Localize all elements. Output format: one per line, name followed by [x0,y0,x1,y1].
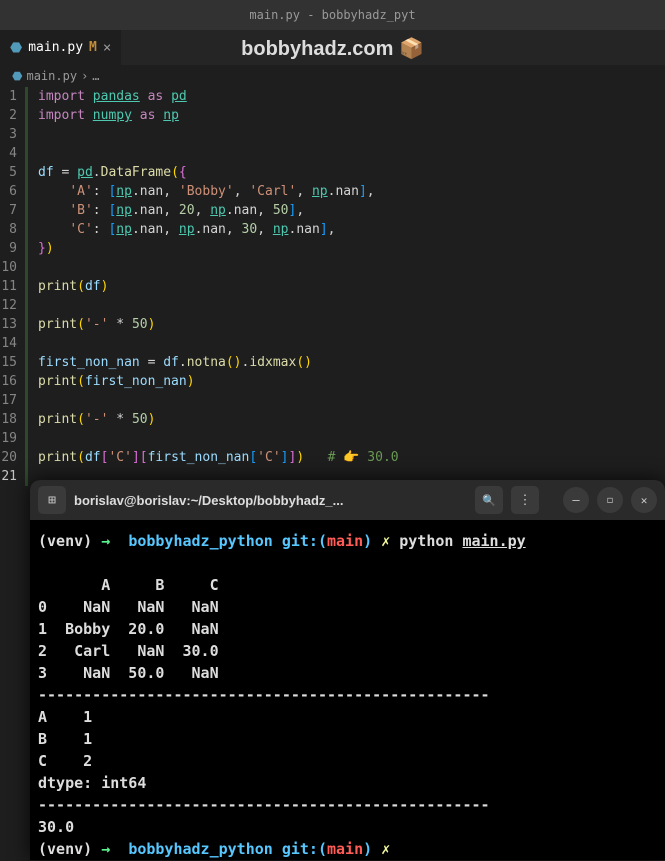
minimize-button[interactable]: — [563,487,589,513]
tab-filename: main.py [28,40,83,55]
python-file-icon: ⬣ [10,40,22,56]
menu-icon[interactable]: ⋮ [511,486,539,514]
maximize-button[interactable]: ◻ [597,487,623,513]
terminal-title: borislav@borislav:~/Desktop/bobbyhadz_..… [74,493,467,508]
close-icon[interactable]: × [103,40,111,56]
terminal-window: ⊞ borislav@borislav:~/Desktop/bobbyhadz_… [30,480,665,860]
python-file-icon: ⬣ [12,69,22,83]
breadcrumb-file: main.py [26,69,77,83]
terminal-new-tab-button[interactable]: ⊞ [38,486,66,514]
code-editor[interactable]: 123456789101112131415161718192021 import… [0,87,665,486]
close-button[interactable]: ✕ [631,487,657,513]
window-title-bar: main.py - bobbyhadz_pyt [0,0,665,30]
breadcrumb[interactable]: ⬣ main.py › … [0,65,665,87]
window-title: main.py - bobbyhadz_pyt [249,8,415,22]
terminal-output[interactable]: (venv) → bobbyhadz_python git:(main) ✗ p… [30,520,665,860]
line-number-gutter: 123456789101112131415161718192021 [0,87,28,486]
breadcrumb-sep: › [81,69,88,83]
search-icon[interactable]: 🔍 [475,486,503,514]
code-content[interactable]: import pandas as pdimport numpy as np df… [38,87,399,486]
tab-modified-indicator: M [89,40,97,55]
terminal-titlebar: ⊞ borislav@borislav:~/Desktop/bobbyhadz_… [30,480,665,520]
breadcrumb-rest: … [92,69,99,83]
tab-main-py[interactable]: ⬣ main.py M × [0,30,122,65]
editor-tabs: ⬣ main.py M × [0,30,665,65]
